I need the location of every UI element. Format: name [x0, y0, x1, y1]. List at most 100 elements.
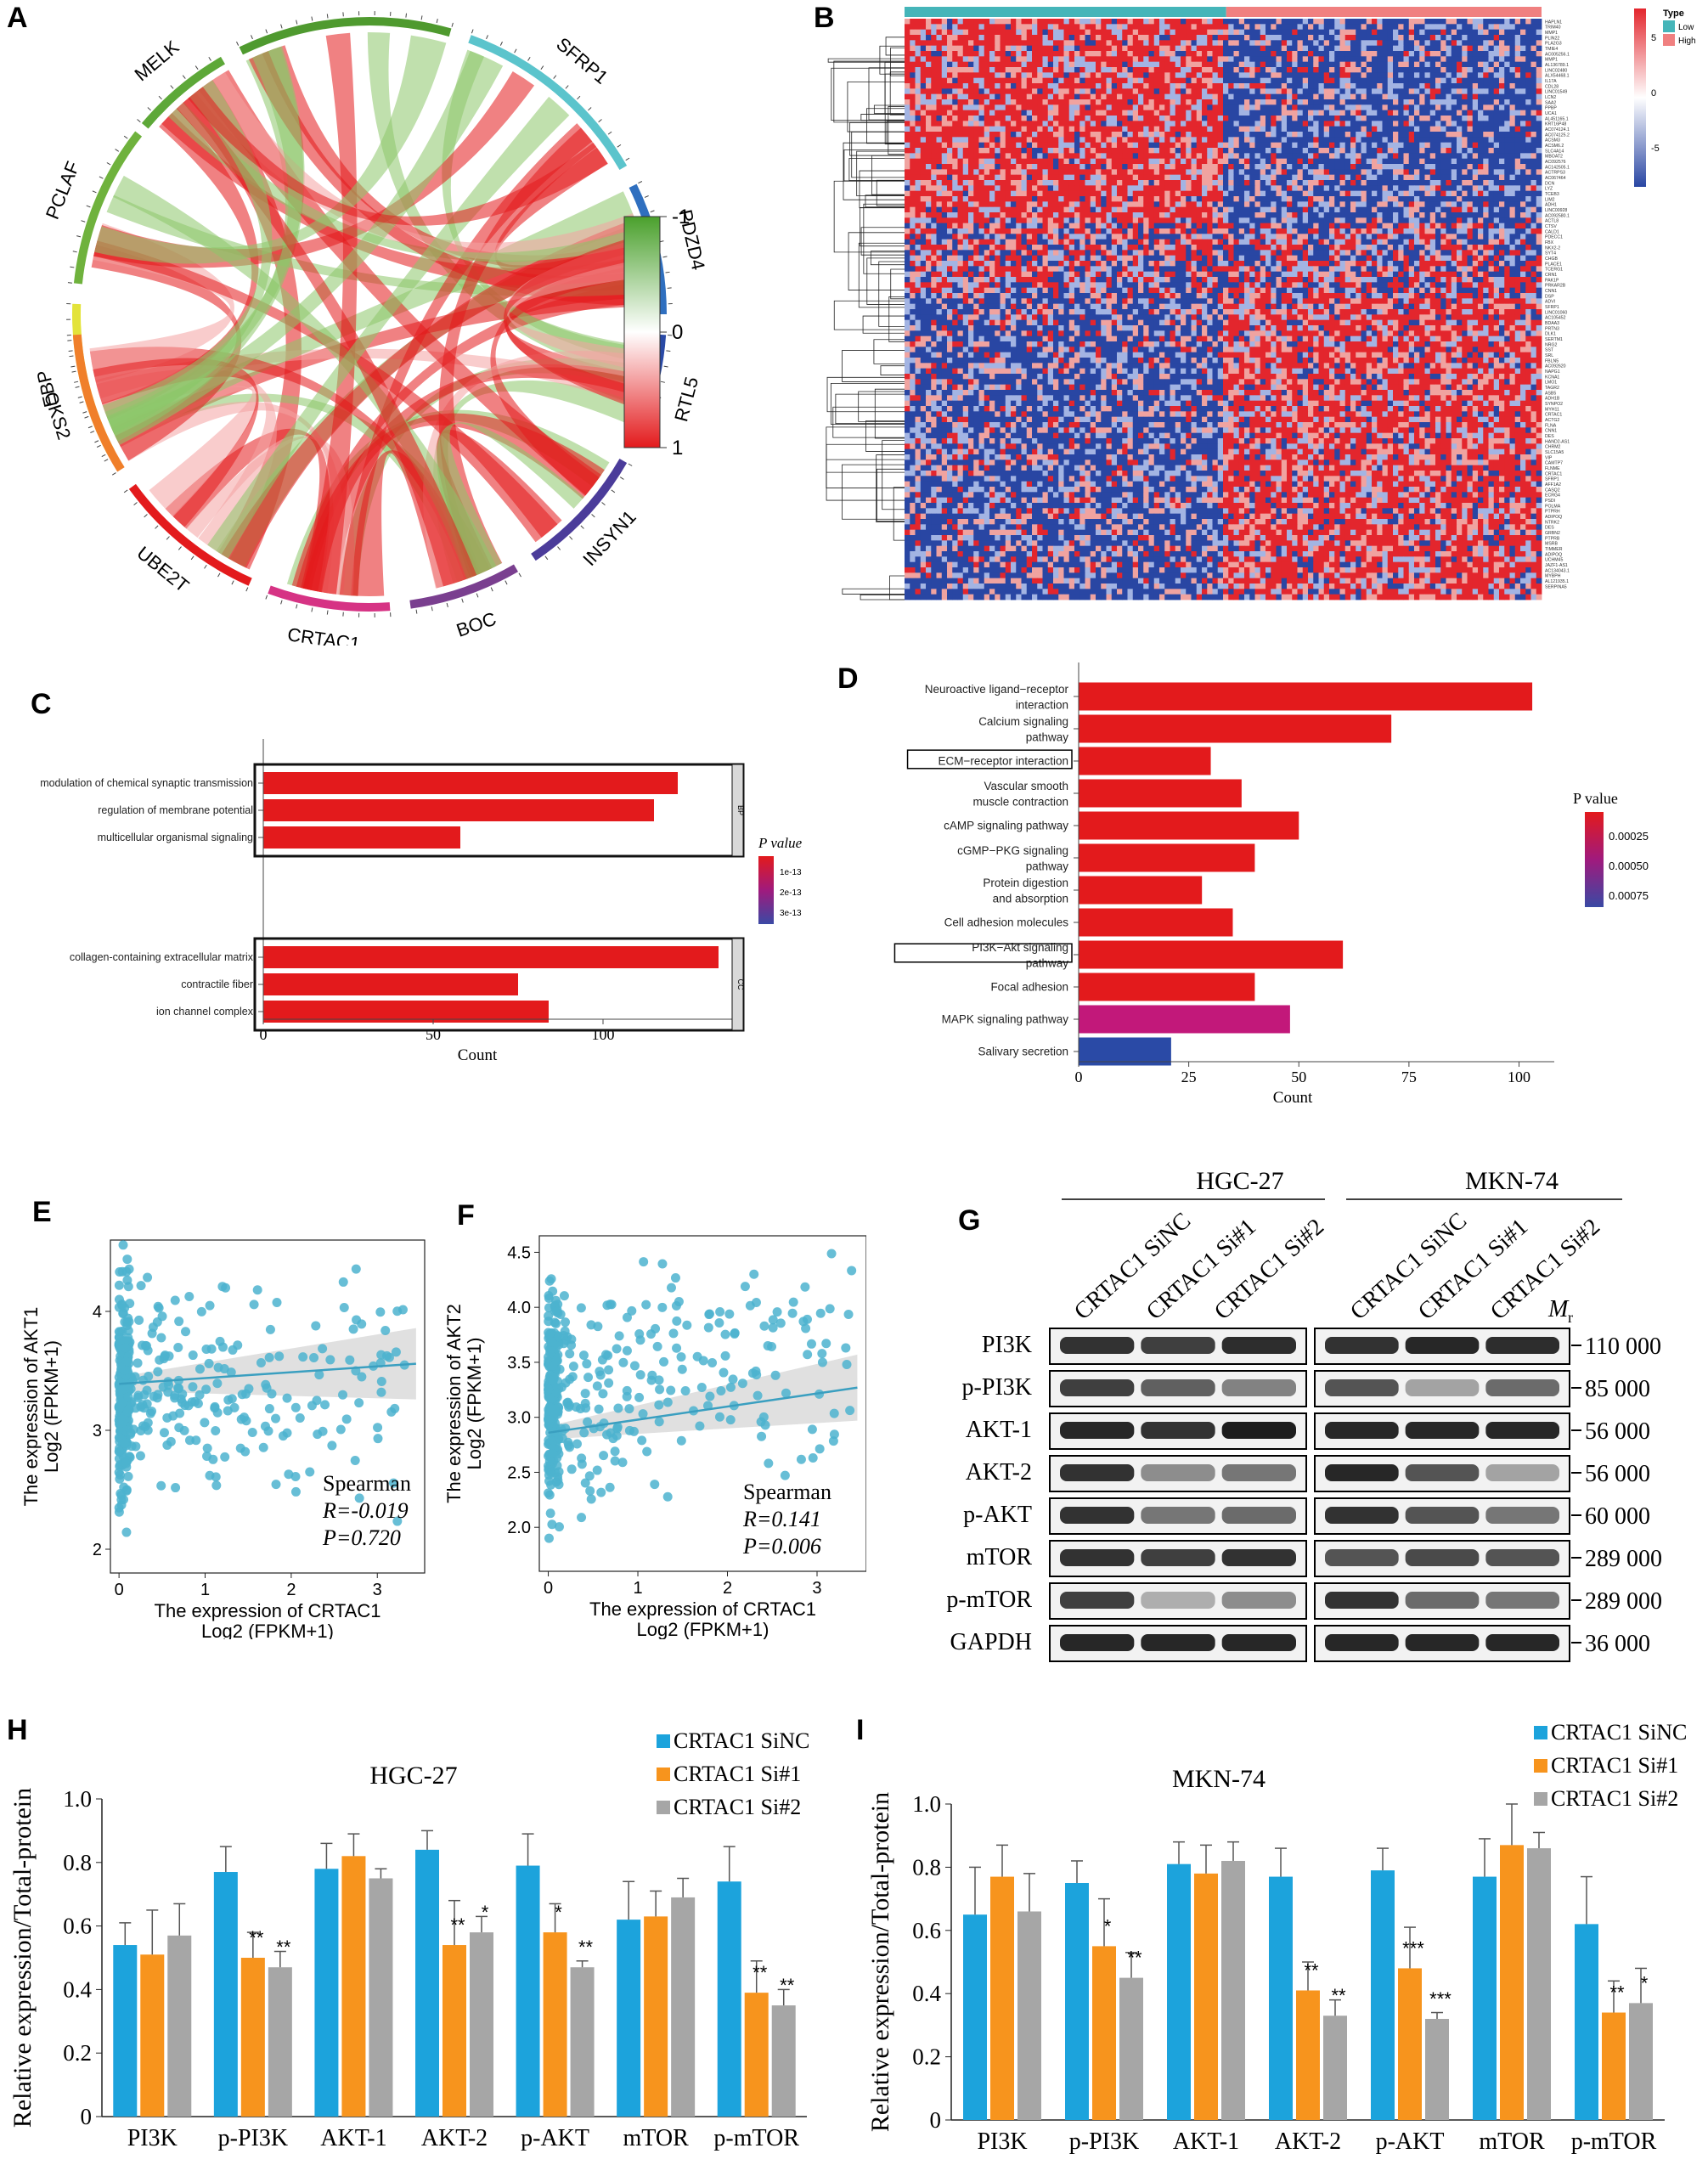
heatmap-cell [1313, 190, 1319, 197]
heatmap-cell [1016, 201, 1022, 208]
heatmap-cell [1042, 72, 1049, 79]
heatmap-cell [1228, 83, 1234, 89]
heatmap-cell [1186, 126, 1192, 132]
heatmap-cell [1356, 212, 1361, 218]
heatmap-cell [1111, 180, 1118, 186]
heatmap-cell [1514, 67, 1521, 73]
heatmap-cell [1504, 45, 1510, 52]
heatmap-cell [1042, 99, 1049, 105]
heatmap-cell [1233, 201, 1240, 208]
heatmap-cell [1372, 67, 1378, 73]
heatmap-cell [1504, 206, 1510, 213]
heatmap-cell [1440, 88, 1446, 95]
heatmap-cell [1021, 104, 1028, 111]
heatmap-cell [1520, 158, 1526, 165]
chord-tick [569, 536, 573, 540]
chord-tick [476, 593, 479, 598]
heatmap-cell [1536, 77, 1542, 84]
heatmap-cell [947, 196, 953, 202]
heatmap-cell [1127, 169, 1134, 176]
heatmap-cell [1260, 93, 1266, 100]
heatmap-cell [1424, 35, 1431, 41]
heatmap-cell [1260, 196, 1266, 202]
heatmap-cell [1429, 142, 1436, 149]
heatmap-cell [1499, 137, 1505, 144]
heatmap-cell [1096, 190, 1102, 197]
heatmap-cell [1393, 110, 1399, 116]
heatmap-cell [1233, 77, 1240, 84]
heatmap-cell [1403, 19, 1410, 25]
heatmap-cell [1016, 206, 1022, 213]
heatmap-cell [1483, 24, 1489, 31]
heatmap-cell [1424, 56, 1431, 63]
heatmap-cell [1387, 185, 1394, 192]
chord-tick [296, 604, 298, 609]
heatmap-cell [1212, 24, 1219, 31]
heatmap-cell [1281, 158, 1288, 165]
heatmap-cell [973, 169, 979, 176]
heatmap-cell [1016, 61, 1022, 68]
heatmap-cell [1042, 116, 1049, 121]
heatmap-cell [1047, 45, 1054, 52]
heatmap-cell [1079, 201, 1085, 208]
heatmap-cell [1504, 56, 1510, 63]
heatmap-cell [1175, 174, 1181, 181]
heatmap-cell [1382, 67, 1389, 73]
heatmap-cell [1127, 67, 1134, 73]
heatmap-cell [1090, 190, 1096, 197]
heatmap-cell [1053, 45, 1059, 52]
heatmap-cell [1143, 83, 1149, 89]
heatmap-cell [1037, 180, 1043, 186]
heatmap-cell [1223, 174, 1229, 181]
heatmap-cell [1387, 228, 1394, 234]
heatmap-cell [1058, 153, 1064, 160]
heatmap-cell [957, 142, 964, 149]
heatmap-cell [1000, 185, 1006, 192]
heatmap-cell [1217, 51, 1224, 57]
heatmap-cell [926, 126, 932, 132]
heatmap-cell [984, 51, 990, 57]
heatmap-cell [1281, 153, 1288, 160]
heatmap-cell [1090, 72, 1096, 79]
chord-tick [591, 514, 595, 518]
heatmap-cell [1372, 148, 1378, 154]
heatmap-cell [936, 61, 943, 68]
heatmap-cell [1440, 83, 1446, 89]
heatmap-cell [1011, 88, 1017, 95]
heatmap-cell [1499, 121, 1505, 127]
heatmap-cell [1223, 142, 1229, 149]
heatmap-cell [1366, 212, 1373, 218]
heatmap-cell [1478, 132, 1484, 138]
heatmap-cell [1143, 51, 1149, 57]
heatmap-cell [1233, 83, 1240, 89]
heatmap-cell [1063, 104, 1070, 111]
heatmap-cell [1382, 201, 1389, 208]
heatmap-cell [1451, 77, 1457, 84]
heatmap-cell [1063, 169, 1070, 176]
heatmap-cell [1260, 72, 1266, 79]
heatmap-cell [1504, 35, 1510, 41]
heatmap-cell [1090, 153, 1096, 160]
heatmap-cell [1446, 206, 1452, 213]
heatmap-cell [1382, 223, 1389, 229]
heatmap-cell [1499, 180, 1505, 186]
heatmap-cell [1424, 137, 1431, 144]
heatmap-cell [1271, 169, 1277, 176]
heatmap-cell [1233, 67, 1240, 73]
heatmap-cell [1408, 180, 1415, 186]
heatmap-cell [1467, 45, 1474, 52]
heatmap-cell [1344, 169, 1351, 176]
heatmap-cell [1457, 83, 1463, 89]
heatmap-cell [1472, 180, 1479, 186]
chord-tick [405, 13, 408, 18]
heatmap-cell [1238, 35, 1245, 41]
heatmap-cell [1143, 158, 1149, 165]
heatmap-cell [1514, 93, 1521, 100]
heatmap-cell [1159, 212, 1165, 218]
heatmap-cell [1318, 206, 1325, 213]
heatmap-cell [1281, 35, 1288, 41]
heatmap-cell [1096, 93, 1102, 100]
heatmap-cell [1271, 180, 1277, 186]
heatmap-cell [1085, 169, 1091, 176]
heatmap-cell [1493, 56, 1500, 63]
